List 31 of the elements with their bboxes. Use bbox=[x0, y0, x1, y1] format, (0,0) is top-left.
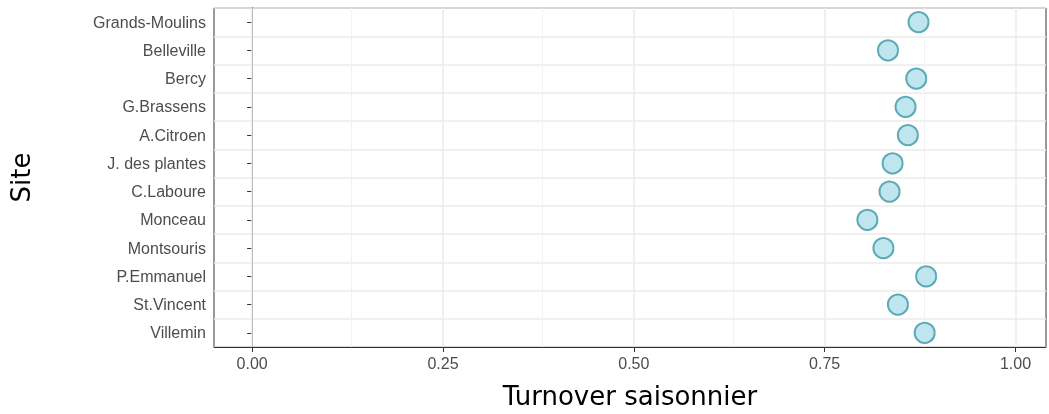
x-tick-label: 1.00 bbox=[999, 354, 1032, 372]
point bbox=[894, 95, 917, 118]
y-tick-label: P.Emmanuel bbox=[116, 267, 206, 285]
point bbox=[877, 39, 899, 62]
y-tick-label: C.Laboure bbox=[131, 183, 207, 201]
y-tick-label: Belleville bbox=[142, 41, 207, 59]
x-tick-label: 0.25 bbox=[427, 354, 459, 372]
point bbox=[905, 67, 928, 90]
point bbox=[881, 152, 904, 175]
y-tick-label: J. des plantes bbox=[107, 154, 206, 172]
x-tick-label: 0.00 bbox=[236, 354, 268, 372]
y-tick-label: A.Citroen bbox=[139, 126, 206, 144]
y-tick-label: Montsouris bbox=[127, 239, 206, 257]
y-tick-label: Monceau bbox=[140, 211, 206, 229]
point bbox=[872, 237, 895, 260]
x-tick-label: 0.50 bbox=[618, 354, 650, 372]
point bbox=[856, 208, 879, 231]
point bbox=[878, 180, 901, 203]
y-axis-title: Site bbox=[6, 152, 36, 203]
point bbox=[896, 124, 919, 147]
x-axis-title: Turnover saisonnier bbox=[501, 381, 758, 411]
y-tick-label: Grands-Moulins bbox=[93, 13, 206, 31]
y-tick-label: Bercy bbox=[165, 70, 206, 88]
point bbox=[886, 293, 909, 316]
y-tick-label: G.Brassens bbox=[122, 98, 206, 116]
y-tick-label: St.Vincent bbox=[133, 296, 207, 314]
y-tick-label: Villemin bbox=[150, 324, 206, 342]
point bbox=[907, 11, 930, 34]
point bbox=[915, 265, 938, 288]
x-tick-label: 0.75 bbox=[809, 354, 841, 372]
point bbox=[913, 321, 936, 344]
